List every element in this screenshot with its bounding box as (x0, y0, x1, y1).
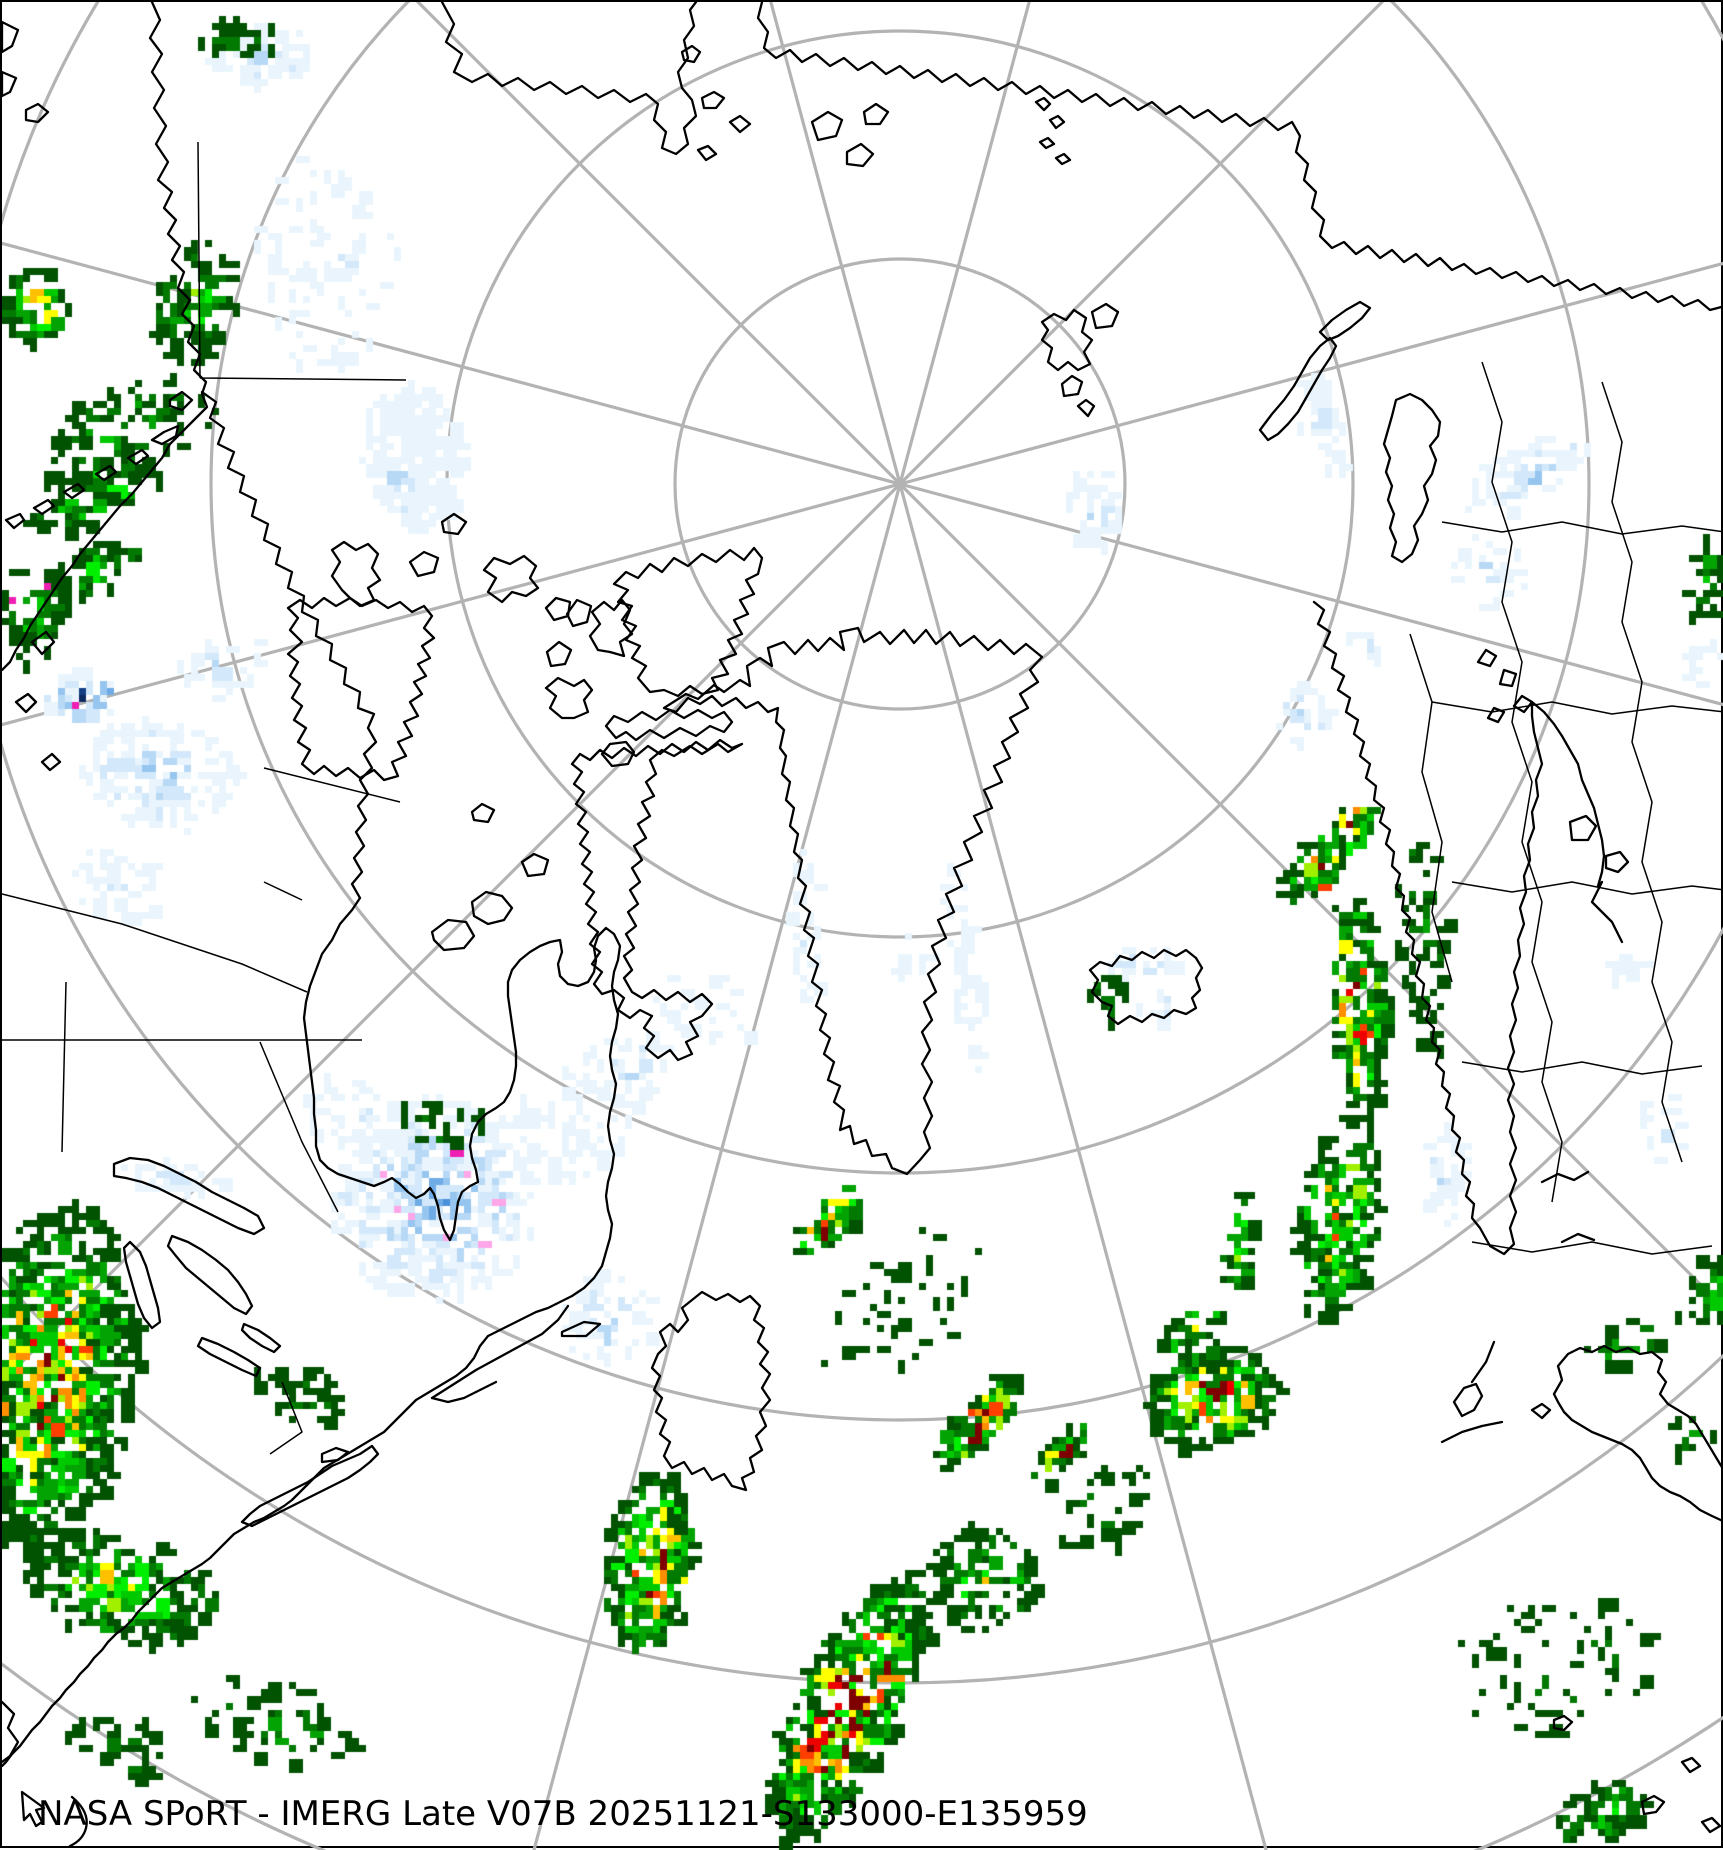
coastline-lake-superior (114, 1158, 264, 1234)
border-alaska-yukon (198, 142, 406, 380)
coastline-nova-scotia (242, 1446, 378, 1526)
coastline-newfoundland (652, 1292, 770, 1490)
coastline-lake-huron (168, 1236, 252, 1314)
coastline-russia-north (442, 2, 696, 154)
coastline-novaya-zemlya (1260, 302, 1370, 440)
coastline-white-sea (1384, 394, 1440, 562)
coastline-somerset (546, 678, 634, 766)
border-russia-1 (1482, 362, 1562, 1202)
coastline-franz-josef (1036, 98, 1070, 164)
coastline-aleutians (6, 392, 192, 528)
coastline-cape-cod (2, 1702, 87, 1846)
coastline-st-lawrence (432, 1306, 600, 1402)
coastline-ellesmere (614, 548, 762, 696)
border-russia-2 (1602, 382, 1682, 1162)
admin-borders-group (2, 142, 1723, 1454)
border-canada-provinces (2, 768, 400, 1454)
coastline-severnaya-zemlya (682, 46, 888, 166)
coastline-alaska (2, 2, 207, 670)
coastline-finland-lakes (1478, 650, 1628, 872)
map-caption: NASA SPoRT - IMERG Late V07B 20251121-S1… (38, 1794, 1088, 1834)
coastline-lake-michigan (124, 1242, 160, 1328)
coastline-baltic-south (1442, 1172, 1594, 1442)
coastline-banks-island (332, 514, 466, 606)
coastline-mainland-arctic (2, 392, 620, 1766)
border-russia-3 (1432, 522, 1723, 1254)
coastline-axel-heiberg (590, 600, 632, 656)
coastline-melville (484, 556, 538, 602)
coastline-devon (606, 710, 732, 740)
coastline-uk-isles (1532, 1404, 1720, 1832)
coastline-lake-erie (198, 1338, 260, 1376)
coastline-greenland (664, 628, 1042, 1174)
coastline-foxe-basin (472, 804, 548, 924)
coastline-lake-ontario (242, 1324, 280, 1352)
coastline-norway (1314, 602, 1622, 1254)
coastline-southampton (432, 920, 474, 950)
coastline-siberia (758, 2, 1723, 310)
coastline-great-britain (1554, 1346, 1723, 1522)
coastline-qe-islands (546, 598, 591, 666)
coastline-victoria-island (288, 598, 434, 780)
coastline-baffin (572, 740, 742, 1060)
coastline-bc-islands (16, 632, 60, 770)
coastline-iceland (1090, 950, 1202, 1024)
coastline-new-siberian (2, 22, 750, 160)
border-finland-russia (1410, 634, 1452, 982)
coastline-svalbard (1042, 304, 1118, 416)
